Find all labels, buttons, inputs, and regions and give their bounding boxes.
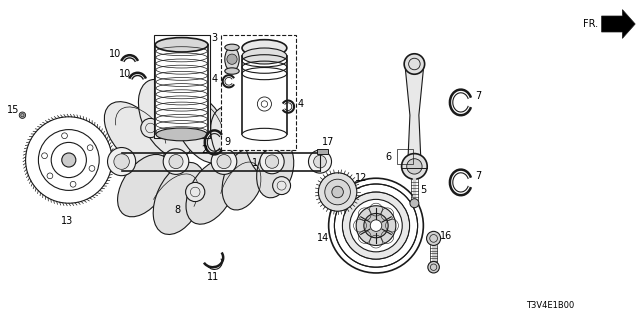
Text: 1: 1 [252,158,259,168]
Text: 11: 11 [207,272,219,282]
Polygon shape [602,10,635,38]
Circle shape [273,177,291,195]
Circle shape [342,192,410,259]
Circle shape [211,149,237,174]
Circle shape [141,118,160,138]
Circle shape [108,148,136,176]
Text: 10: 10 [118,68,131,79]
Ellipse shape [242,40,287,56]
Text: 9: 9 [224,137,230,148]
Ellipse shape [153,162,205,235]
Ellipse shape [225,47,239,71]
Circle shape [308,150,332,173]
Circle shape [370,220,381,231]
Text: 7: 7 [476,91,481,101]
Circle shape [402,154,428,179]
Circle shape [428,261,440,273]
Circle shape [169,155,183,169]
Ellipse shape [245,116,286,179]
Circle shape [407,159,422,174]
Circle shape [114,154,129,169]
Text: 2: 2 [201,145,207,156]
Circle shape [260,149,284,174]
Polygon shape [317,149,328,154]
Text: 4: 4 [211,74,218,84]
Ellipse shape [156,128,207,141]
Text: 7: 7 [476,171,481,181]
Text: 10: 10 [109,49,122,60]
Text: 14: 14 [317,233,330,244]
Ellipse shape [225,68,239,74]
Circle shape [329,178,424,273]
Text: T3V4E1B00: T3V4E1B00 [526,301,575,310]
Text: 5: 5 [420,185,426,196]
Text: FR.: FR. [583,19,598,29]
Ellipse shape [242,48,287,64]
Bar [221,35,296,150]
Circle shape [427,231,441,245]
Circle shape [228,125,246,143]
Circle shape [324,179,351,205]
Circle shape [61,153,76,167]
Circle shape [163,149,189,174]
Text: 8: 8 [175,204,180,215]
Ellipse shape [186,160,236,224]
Circle shape [349,199,403,252]
Ellipse shape [257,141,294,198]
Ellipse shape [104,102,164,167]
Ellipse shape [138,79,195,157]
Ellipse shape [242,128,287,140]
Text: 4: 4 [298,99,304,109]
Circle shape [314,155,326,168]
Circle shape [364,213,388,238]
Ellipse shape [222,148,264,210]
Ellipse shape [118,154,170,217]
Text: 13: 13 [61,216,74,226]
Circle shape [257,97,271,111]
Polygon shape [406,70,424,158]
Circle shape [217,155,231,169]
Circle shape [332,186,343,198]
Text: 12: 12 [355,172,368,183]
Text: 6: 6 [386,152,392,162]
Bar [154,35,210,138]
Circle shape [334,184,418,267]
Text: 3: 3 [211,33,218,44]
Circle shape [26,117,112,203]
Circle shape [404,54,425,74]
Circle shape [356,206,396,245]
Circle shape [319,173,357,211]
Ellipse shape [225,44,239,51]
Ellipse shape [211,107,257,175]
Text: 17: 17 [322,137,334,148]
Circle shape [19,112,26,118]
Circle shape [227,54,237,64]
Ellipse shape [174,93,229,163]
Circle shape [186,182,205,202]
Text: 15: 15 [6,105,19,116]
Ellipse shape [155,38,208,52]
Text: 16: 16 [440,231,452,241]
Circle shape [410,199,419,208]
Circle shape [266,155,278,168]
